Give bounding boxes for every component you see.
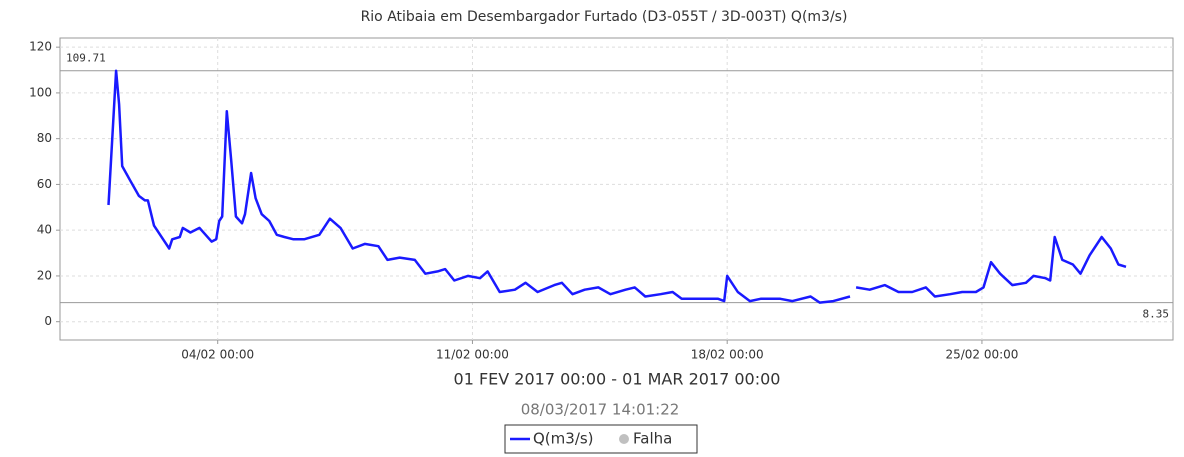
plot-area [59, 37, 1174, 341]
y-tick-label: 40 [37, 223, 52, 237]
x-tick-label: 04/02 00:00 [181, 348, 254, 362]
chart-title: Rio Atibaia em Desembargador Furtado (D3… [361, 9, 848, 25]
y-tick-label: 100 [29, 85, 52, 99]
legend-label: Q(m3/s) [533, 430, 594, 448]
x-tick-label: 25/02 00:00 [945, 348, 1018, 362]
data-line [107, 69, 1127, 304]
y-tick-label: 60 [37, 177, 52, 191]
subtitle: 01 FEV 2017 00:00 - 01 MAR 2017 00:00 [454, 370, 781, 389]
legend-box [504, 424, 698, 454]
y-tick-label: 120 [29, 40, 52, 54]
x-tick-label: 11/02 00:00 [436, 348, 509, 362]
timestamp: 08/03/2017 14:01:22 [521, 401, 680, 419]
y-tick-label: 80 [37, 131, 52, 145]
legend-swatch [619, 434, 629, 444]
y-tick-label: 20 [37, 268, 52, 282]
legend-label: Falha [633, 430, 672, 448]
reference-label: 109.71 [66, 52, 106, 65]
reference-label: 8.35 [1143, 308, 1170, 321]
x-tick-label: 18/02 00:00 [691, 348, 764, 362]
y-tick-label: 0 [44, 314, 52, 328]
